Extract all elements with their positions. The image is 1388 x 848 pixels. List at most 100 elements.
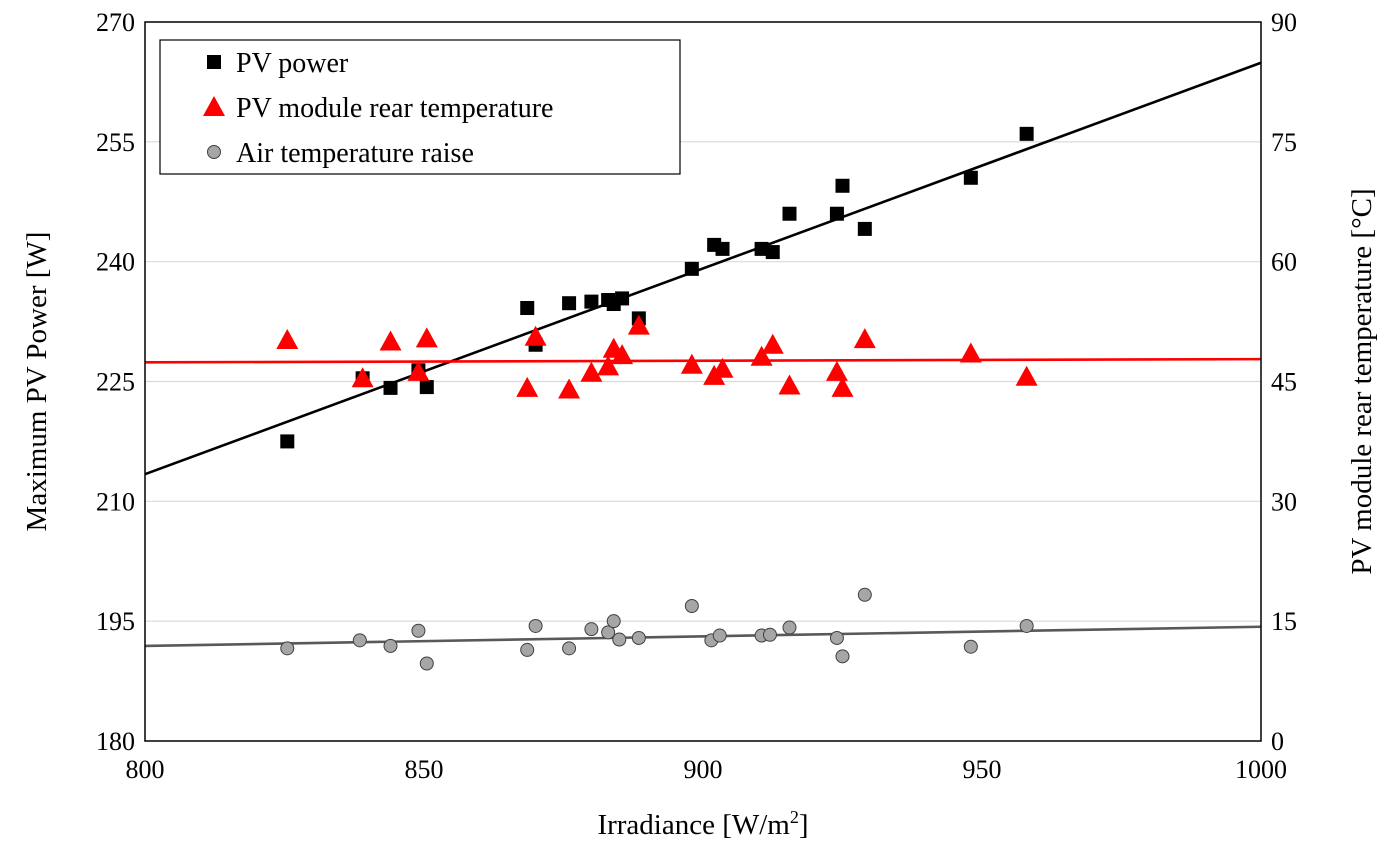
data-point [383,380,398,395]
data-point [1019,126,1034,141]
data-point [959,342,982,363]
data-point [765,245,780,260]
y-axis-left-title: Maximum PV Power [W] [21,232,53,532]
trendline-air-temperature-raise [144,625,1262,648]
data-point [280,434,295,449]
data-point [419,380,434,395]
data-point [606,614,621,629]
y-right-tick-label: 75 [1271,128,1297,157]
data-point [352,633,367,648]
data-point [558,378,581,399]
data-point [276,328,299,349]
data-point [712,628,727,643]
data-point [562,296,577,311]
data-point [379,330,402,351]
data-point [524,325,547,346]
data-point [715,241,730,256]
y-left-tick-label: 255 [96,128,135,157]
data-point [580,361,603,382]
data-point [762,627,777,642]
data-point [351,367,374,388]
legend-label: PV module rear temperature [236,93,553,124]
legend-marker [207,55,221,69]
y-right-tick-label: 90 [1271,8,1297,37]
data-point [631,630,646,645]
data-point [778,374,801,395]
data-point [782,206,797,221]
data-points [276,126,1038,671]
x-tick-label: 850 [405,755,444,784]
y-left-tick-label: 270 [96,8,135,37]
data-point [520,301,535,316]
data-point [754,241,769,256]
data-point [411,623,426,638]
x-tick-label: 800 [126,755,165,784]
series-pv-module-rear-temperature [276,314,1038,399]
data-point [853,328,876,349]
data-point [597,355,620,376]
y-left-tick-label: 240 [96,248,135,277]
data-point [562,641,577,656]
legend: PV power PV module rear temperature Air te… [159,39,681,175]
data-point [831,376,854,397]
x-axis-title: Irradiance [W/m2] [597,807,808,841]
series-pv-power [280,126,1034,449]
data-point [615,291,630,306]
data-point [383,638,398,653]
legend-box [159,39,681,175]
data-point [835,649,850,664]
legend-item: Air temperature raise [207,138,474,169]
data-point [711,357,734,378]
data-point [611,344,634,365]
data-point [584,622,599,637]
data-point [963,639,978,654]
data-point [835,178,850,193]
data-point [857,587,872,602]
data-point [584,294,599,309]
data-point [1019,618,1034,633]
data-point [528,618,543,633]
trendline-pv-module-rear-temperature [144,357,1262,364]
data-point [829,206,844,221]
x-axis-title-end: ] [799,809,809,841]
y-right-tick-label: 60 [1271,248,1297,277]
data-point [963,170,978,185]
y-right-tick-label: 15 [1271,607,1297,636]
y-right-tick-label: 30 [1271,487,1297,516]
data-point [825,360,848,381]
data-point [782,620,797,635]
legend-items: PV power PV module rear temperature Air te… [203,48,553,169]
legend-marker [207,145,221,159]
trendline-pv-power [144,61,1262,476]
data-point [829,630,844,645]
series-air-temperature-raise [280,587,1034,671]
data-point [612,632,627,647]
legend-item: PV module rear temperature [203,93,553,124]
data-point [280,641,295,656]
data-point [601,625,616,640]
data-point [627,314,650,335]
x-tick-label: 1000 [1235,755,1287,784]
y-left-tick-label: 210 [96,487,135,516]
trendlines [144,61,1262,648]
x-axis-title-sup: 2 [790,807,799,827]
data-point [684,598,699,613]
legend-label: PV power [236,48,349,79]
data-point [684,261,699,276]
legend-marker [203,96,225,116]
x-axis-title-main: Irradiance [W/m [597,809,790,841]
legend-item: PV power [207,48,349,79]
data-point [516,376,539,397]
tick-labels: 180 195 210 225 240 255 270 0 15 30 45 60 75 90 800 850… [96,8,1297,784]
data-point [857,221,872,236]
data-point [407,360,430,381]
y-left-tick-label: 180 [96,727,135,756]
plot-frame [144,21,1262,742]
data-point [520,642,535,657]
data-point [761,333,784,354]
data-point [680,353,703,374]
data-point [750,345,773,366]
y-left-tick-label: 195 [96,607,135,636]
x-tick-label: 950 [963,755,1002,784]
